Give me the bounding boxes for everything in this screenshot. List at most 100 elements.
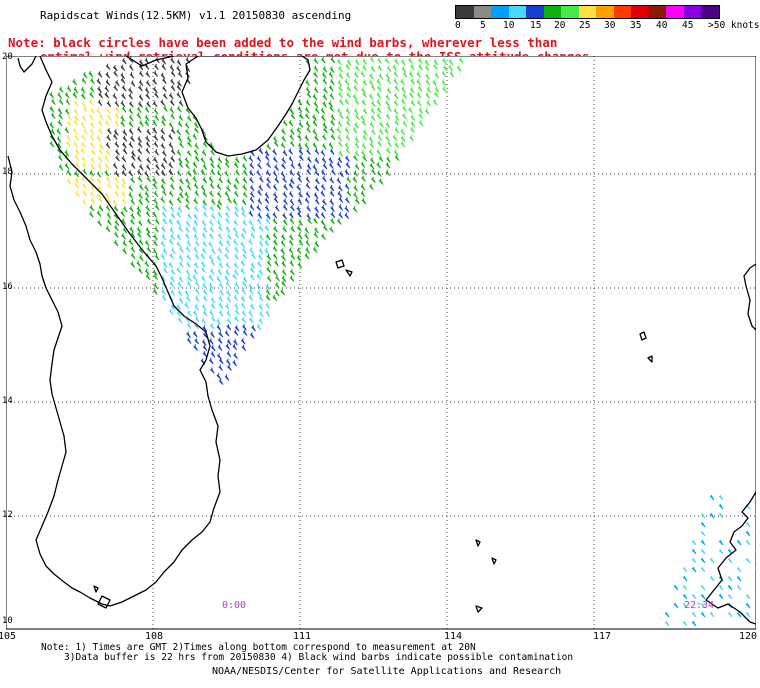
wind-barb [120, 210, 126, 217]
wind-barb [216, 170, 222, 177]
wind-barb [296, 254, 302, 262]
pass-time-label: 0:00 [222, 600, 247, 611]
wind-barb [265, 310, 271, 317]
wind-barb [217, 247, 223, 254]
wind-barb [329, 184, 335, 192]
wind-barb [265, 288, 271, 296]
wind-barb [298, 239, 304, 246]
wind-barb [448, 58, 454, 66]
wind-barb [274, 282, 280, 289]
wind-barb [160, 162, 166, 170]
wind-barb [152, 288, 158, 295]
wind-barb [129, 72, 135, 79]
wind-barb [225, 239, 231, 247]
wind-barb [168, 168, 174, 176]
wind-barb [328, 100, 333, 108]
wind-barb [691, 593, 697, 600]
wind-barb [137, 267, 143, 274]
wind-barb [193, 148, 199, 156]
wind-barb [89, 169, 95, 177]
wind-barb [410, 120, 416, 128]
wind-barb [74, 134, 80, 141]
wind-barb [282, 225, 287, 233]
wind-barb [330, 217, 335, 225]
wind-barb [170, 148, 176, 156]
wind-barb [282, 119, 288, 127]
wind-barb [432, 79, 437, 87]
wind-barb [216, 191, 222, 198]
wind-barb [138, 183, 144, 191]
wind-barb [434, 86, 440, 94]
wind-barb [248, 287, 254, 295]
wind-barb [313, 57, 319, 65]
wind-barb [258, 295, 264, 302]
wind-barb [416, 78, 421, 86]
wind-barb [312, 246, 318, 254]
wind-barb [258, 225, 264, 232]
wind-barb [266, 266, 271, 274]
wind-barb [161, 63, 167, 71]
wind-barb [138, 79, 144, 87]
wind-barb [256, 204, 261, 212]
wind-barb [283, 198, 288, 205]
wind-barb [226, 338, 232, 346]
wind-barb [682, 620, 688, 627]
wind-barb [328, 71, 334, 79]
wind-barb [337, 134, 342, 142]
wind-barb [700, 557, 706, 564]
wind-barb [371, 100, 376, 108]
wind-barb [345, 63, 351, 71]
wind-barb [345, 155, 350, 162]
wind-barb [186, 184, 192, 191]
wind-barb [321, 233, 326, 240]
wind-barb [203, 211, 208, 218]
wind-barb [145, 210, 151, 218]
wind-barb [66, 85, 72, 93]
wind-barb [322, 134, 327, 141]
wind-barb [673, 602, 679, 609]
wind-barb [700, 539, 706, 546]
wind-barb [709, 557, 715, 564]
wind-barb [153, 273, 158, 280]
wind-barb [170, 212, 176, 219]
wind-barb [336, 126, 342, 134]
wind-barb [114, 183, 120, 190]
wind-barb [322, 163, 328, 170]
coastline [7, 56, 756, 625]
wind-barb [353, 185, 359, 192]
wind-barb [170, 70, 176, 77]
wind-barb [161, 205, 167, 212]
wind-barb [178, 276, 184, 283]
wind-barb [144, 114, 150, 122]
wind-barb [98, 128, 103, 135]
wind-barb [128, 107, 134, 115]
wind-barb [273, 239, 278, 246]
wind-barb [432, 99, 438, 106]
wind-barb [65, 140, 71, 148]
wind-barb [152, 182, 158, 190]
wind-barb [314, 148, 320, 155]
wind-barb [224, 330, 230, 337]
wind-barb [170, 233, 175, 240]
wind-barb [306, 126, 311, 134]
wind-barb [718, 503, 724, 510]
wind-barb [265, 294, 271, 301]
wind-barb [249, 332, 255, 339]
wind-barb [345, 119, 351, 127]
wind-barb [88, 114, 94, 121]
wind-barb [88, 98, 94, 106]
wind-barb [378, 155, 384, 163]
wind-barb [184, 289, 190, 297]
wind-barb [307, 217, 312, 225]
wind-barb [202, 309, 208, 317]
wind-barb [288, 234, 294, 241]
wind-barb [418, 107, 424, 114]
wind-barb [410, 126, 415, 134]
wind-barb [282, 176, 287, 183]
wind-barb [99, 113, 104, 121]
wind-barb [105, 71, 111, 79]
wind-barb [265, 283, 271, 290]
wind-barb [128, 128, 134, 135]
wind-barb [98, 204, 104, 212]
wind-barb [232, 226, 238, 234]
